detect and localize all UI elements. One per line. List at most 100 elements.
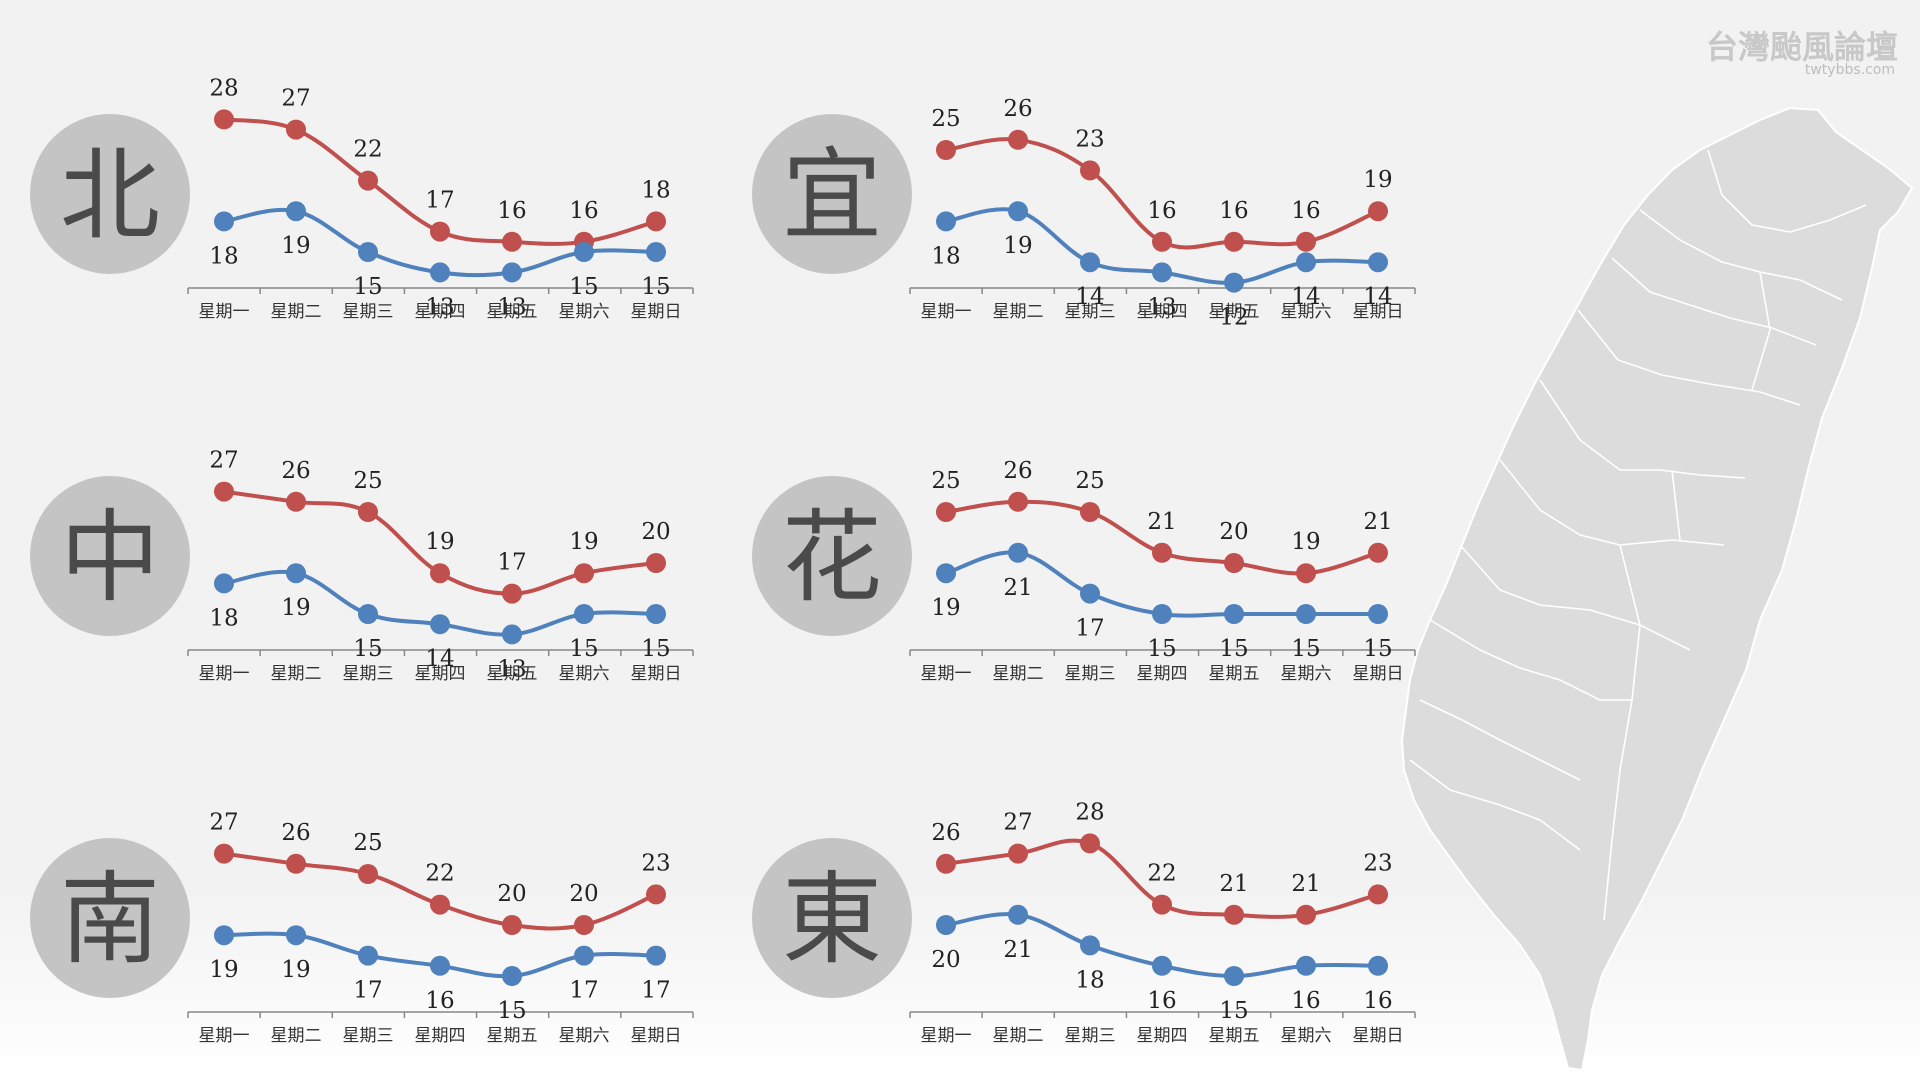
high-temp-point [1224,231,1244,252]
taiwan-map-icon [1400,106,1914,1072]
data-label: 13 [497,656,526,682]
data-label: 21 [1003,575,1032,601]
high-temp-point [358,502,378,522]
data-label: 18 [931,243,960,269]
low-temp-point [1008,542,1028,563]
tick-label: 星期一 [199,302,250,322]
high-temp-point [1368,201,1388,222]
data-label: 20 [641,519,670,545]
data-label: 25 [1075,468,1104,494]
high-temp-line [944,137,1380,250]
data-label: 25 [353,468,382,494]
tick-label: 星期一 [199,1026,250,1046]
data-label: 12 [1219,305,1248,331]
data-label: 20 [1219,519,1248,545]
data-label: 18 [209,243,238,269]
low-temp-point [1224,966,1244,986]
high-temp-point [358,170,378,191]
high-temp-point [646,553,666,573]
low-temp-point [502,966,522,986]
tick-label: 星期二 [271,1026,322,1046]
data-label: 26 [281,458,310,484]
data-label: 26 [281,820,310,846]
high-temp-point [936,853,956,874]
low-temp-point [1368,604,1388,624]
data-label: 21 [1219,871,1248,897]
high-temp-point [1224,553,1244,573]
high-temp-point [286,119,306,140]
data-label: 17 [1075,616,1104,642]
tick-label: 星期五 [487,664,538,684]
data-label: 23 [1363,850,1392,876]
data-label: 21 [1291,871,1320,897]
tick-label: 星期六 [559,664,610,684]
high-temp-point [1080,502,1100,522]
low-temp-point [358,242,378,262]
high-temp-point [1080,833,1100,854]
data-label: 15 [569,274,598,300]
low-temp-point [1296,955,1316,976]
data-label: 16 [1363,988,1392,1014]
high-temp-point [214,843,234,864]
data-label: 17 [641,978,670,1004]
high-temp-point [502,583,522,604]
data-label: 17 [353,978,382,1004]
high-temp-point [502,231,522,252]
low-temp-point [1008,201,1028,222]
data-label: 21 [1003,937,1032,963]
low-temp-point [214,211,234,232]
high-temp-point [1368,884,1388,905]
data-label: 17 [425,188,454,214]
high-temp-point [574,915,594,935]
data-label: 20 [931,947,960,973]
data-label: 15 [1363,636,1392,662]
tick-label: 星期二 [993,1026,1044,1046]
high-temp-point [430,563,450,584]
high-temp-point [1008,129,1028,150]
data-label: 26 [931,820,960,846]
data-label: 28 [1075,799,1104,825]
tick-label: 星期五 [487,1026,538,1046]
low-temp-point [286,925,306,946]
data-label: 16 [569,198,598,224]
low-temp-point [1152,955,1172,976]
high-temp-point [1296,904,1316,925]
tick-label: 星期四 [1137,664,1188,684]
region-label: 花 [782,499,882,616]
data-label: 22 [425,861,454,887]
data-label: 15 [569,636,598,662]
tick-label: 星期三 [1065,664,1116,684]
data-label: 19 [281,957,310,983]
high-temp-point [1296,231,1316,252]
low-temp-point [936,211,956,232]
low-temp-point [502,262,522,283]
data-label: 23 [641,850,670,876]
data-label: 25 [931,106,960,132]
low-temp-point [430,614,450,635]
tick-label: 星期六 [1281,1026,1332,1046]
high-temp-point [936,502,956,522]
low-temp-point [646,945,666,966]
low-temp-point [286,201,306,222]
high-temp-point [286,853,306,874]
tick-label: 星期日 [631,302,682,322]
tick-label: 星期四 [415,302,466,322]
low-temp-point [1152,262,1172,283]
tick-label: 星期日 [1353,1026,1404,1046]
data-label: 19 [281,595,310,621]
tick-label: 星期四 [415,1026,466,1046]
tick-label: 星期三 [1065,1026,1116,1046]
data-label: 15 [1219,998,1248,1024]
region-circle [30,838,190,998]
watermark: 台灣颱風論壇 twtybbs.com [1706,28,1898,78]
high-temp-point [214,109,234,130]
low-temp-point [1080,252,1100,273]
region-circle [752,838,912,998]
tick-label: 星期五 [487,302,538,322]
data-label: 14 [425,646,454,672]
data-label: 13 [1147,294,1176,320]
